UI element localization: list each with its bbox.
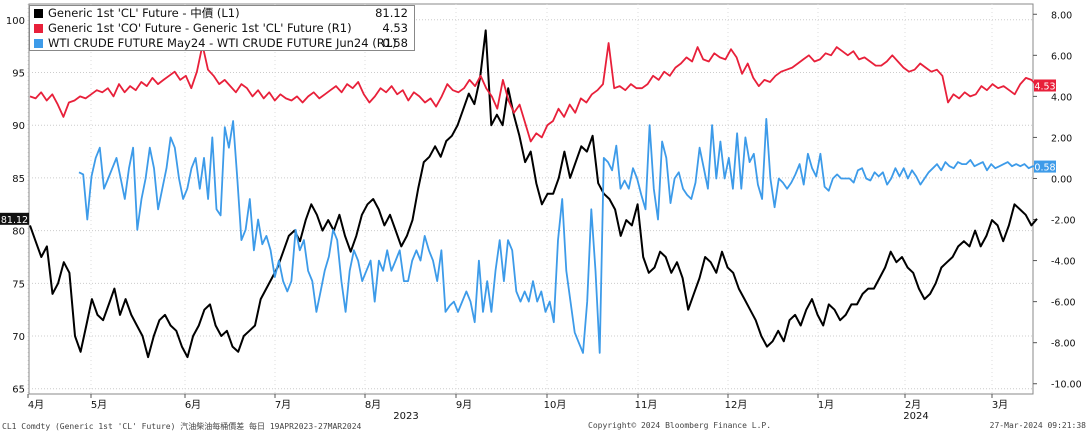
footer-timestamp: 27-Mar-2024 09:21:38: [989, 421, 1086, 430]
right-tick-label: 0.00: [1051, 174, 1072, 185]
left-value-tag: [0, 212, 29, 225]
x-tick-label: 4月: [28, 399, 44, 411]
footer-source: CL1 Comdty (Generic 1st 'CL' Future) 汽油柴…: [2, 422, 362, 431]
left-axis: 65 70 75 80 85 90 95 100: [6, 16, 25, 396]
x-tick-label: 12月: [725, 399, 748, 411]
right-tick-label: -6.00: [1051, 298, 1076, 309]
right-tick-label: -4.00: [1051, 257, 1076, 268]
series-line-1: [29, 42, 1038, 143]
right-value-tag-blue: [1034, 160, 1056, 173]
footer-copyright: Copyright© 2024 Bloomberg Finance L.P.: [588, 421, 772, 430]
x-tick-label: 5月: [91, 399, 107, 411]
left-tick-label: 65: [12, 385, 25, 396]
x-tick-label: 6月: [185, 399, 201, 411]
right-tick-label: -2.00: [1051, 216, 1076, 227]
value-tags: 81.12 4.53 0.58: [0, 79, 1056, 226]
right-tick-label: -10.00: [1051, 380, 1082, 391]
x-tick-label: 1月: [818, 399, 834, 411]
left-tick-label: 85: [12, 174, 25, 185]
x-year-label: 2024: [903, 411, 928, 422]
x-year-label: 2023: [393, 411, 418, 422]
left-tick-label: 95: [12, 69, 25, 80]
left-value-tag-text: 81.12: [1, 215, 28, 226]
legend-name: Generic 1st 'CO' Future - Generic 1st 'C…: [48, 21, 352, 35]
x-tick-label: 9月: [456, 399, 472, 411]
left-tick-label: 90: [12, 121, 25, 132]
right-tick-label: -8.00: [1051, 339, 1076, 350]
series-group: [29, 29, 1038, 359]
right-tick-label: 8.00: [1051, 10, 1072, 21]
legend-item-wti-spread: WTI CRUDE FUTURE May24 - WTI CRUDE FUTUR…: [34, 36, 410, 51]
x-tick-label: 10月: [544, 399, 567, 411]
right-tick-label: 2.00: [1051, 133, 1072, 144]
legend-name: WTI CRUDE FUTURE May24 - WTI CRUDE FUTUR…: [48, 36, 397, 50]
x-tick-label: 2月: [905, 399, 921, 411]
series-line-2: [78, 118, 1038, 354]
x-tick-label: 11月: [635, 399, 658, 411]
series-line-0: [29, 29, 1038, 359]
legend-value: 81.12: [375, 6, 408, 20]
legend: Generic 1st 'CL' Future - 中價 (L1) 81.12 …: [29, 5, 415, 51]
legend-value: 0.58: [382, 36, 408, 50]
plot-frame: [28, 3, 1034, 395]
right-tick-label: 4.00: [1051, 92, 1072, 103]
right-value-tag-red: [1034, 79, 1056, 92]
legend-item-co-cl: Generic 1st 'CO' Future - Generic 1st 'C…: [34, 21, 410, 36]
left-tick-label: 75: [12, 279, 25, 290]
x-tick-label: 8月: [365, 399, 381, 411]
legend-swatch-black: [34, 9, 43, 18]
right-value-tag-blue-text: 0.58: [1034, 163, 1055, 174]
x-axis: 4月 5月 6月 7月 8月 9月 10月 11月 12月 1月 2月 3月 2023 2024: [27, 394, 1008, 422]
legend-value: 4.53: [382, 21, 408, 35]
left-tick-label: 80: [12, 227, 25, 238]
x-tick-label: 3月: [992, 399, 1008, 411]
left-tick-label: 70: [12, 332, 25, 343]
right-tick-label: 6.00: [1051, 51, 1072, 62]
legend-swatch-red: [34, 24, 43, 33]
right-value-tag-red-text: 4.53: [1034, 81, 1055, 92]
x-tick-label: 7月: [275, 399, 291, 411]
left-tick-label: 100: [6, 16, 25, 27]
legend-item-cl: Generic 1st 'CL' Future - 中價 (L1) 81.12: [34, 6, 410, 21]
right-axis: -10.00 -8.00 -6.00 -4.00 -2.00 0.00 2.00 4.00 6.…: [1033, 10, 1082, 391]
legend-swatch-blue: [34, 39, 43, 48]
legend-name: Generic 1st 'CL' Future - 中價 (L1): [48, 6, 240, 20]
grid: [27, 4, 1033, 394]
